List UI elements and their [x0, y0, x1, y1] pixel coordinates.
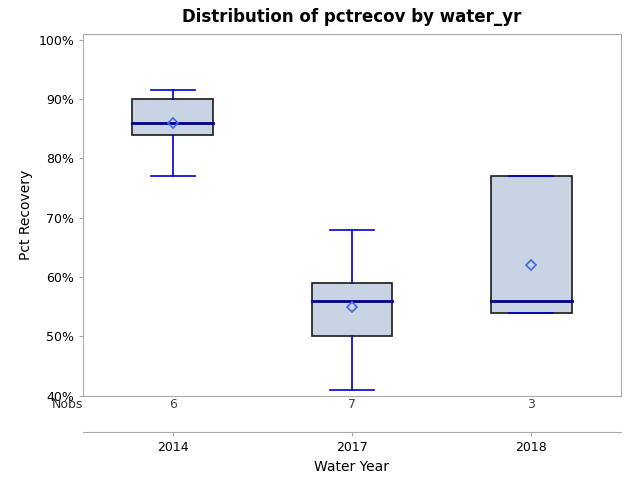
Y-axis label: Pct Recovery: Pct Recovery — [19, 169, 33, 260]
X-axis label: Water Year: Water Year — [314, 459, 390, 474]
Bar — [312, 283, 392, 336]
Text: Nobs: Nobs — [52, 398, 83, 411]
Text: 6: 6 — [169, 398, 177, 411]
Title: Distribution of pctrecov by water_yr: Distribution of pctrecov by water_yr — [182, 9, 522, 26]
Text: 7: 7 — [348, 398, 356, 411]
Bar — [491, 176, 572, 312]
Bar — [132, 99, 213, 134]
Text: 3: 3 — [527, 398, 535, 411]
